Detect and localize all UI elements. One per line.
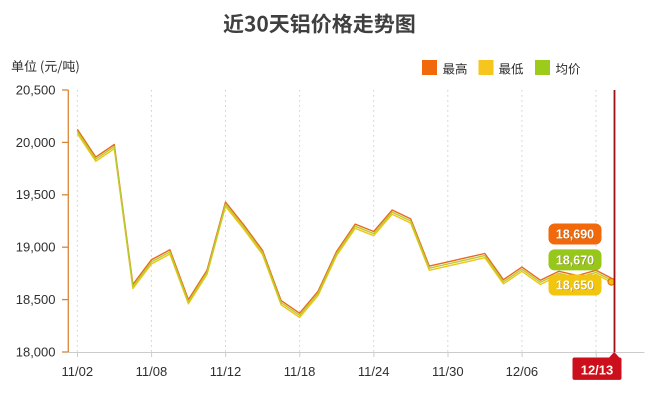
svg-text:12/06: 12/06 <box>506 364 539 379</box>
svg-text:18,650: 18,650 <box>556 279 594 293</box>
svg-text:18,500: 18,500 <box>16 292 56 307</box>
svg-text:20,500: 20,500 <box>16 82 56 97</box>
svg-text:18,670: 18,670 <box>556 253 594 267</box>
svg-text:18,670: 18,670 <box>556 254 594 268</box>
svg-text:12/13: 12/13 <box>581 362 614 377</box>
svg-text:18,650: 18,650 <box>556 279 594 293</box>
svg-text:11/12: 11/12 <box>210 364 242 379</box>
svg-text:18,690: 18,690 <box>556 228 594 242</box>
svg-text:18,690: 18,690 <box>556 228 594 242</box>
svg-text:11/18: 11/18 <box>284 364 316 379</box>
svg-text:11/08: 11/08 <box>136 364 168 379</box>
svg-text:20,000: 20,000 <box>16 135 56 150</box>
svg-text:11/02: 11/02 <box>62 364 94 379</box>
svg-text:19,500: 19,500 <box>16 187 56 202</box>
svg-text:19,000: 19,000 <box>16 240 56 255</box>
svg-text:18,000: 18,000 <box>16 344 56 359</box>
svg-text:11/24: 11/24 <box>358 364 390 379</box>
svg-text:11/30: 11/30 <box>432 364 464 379</box>
